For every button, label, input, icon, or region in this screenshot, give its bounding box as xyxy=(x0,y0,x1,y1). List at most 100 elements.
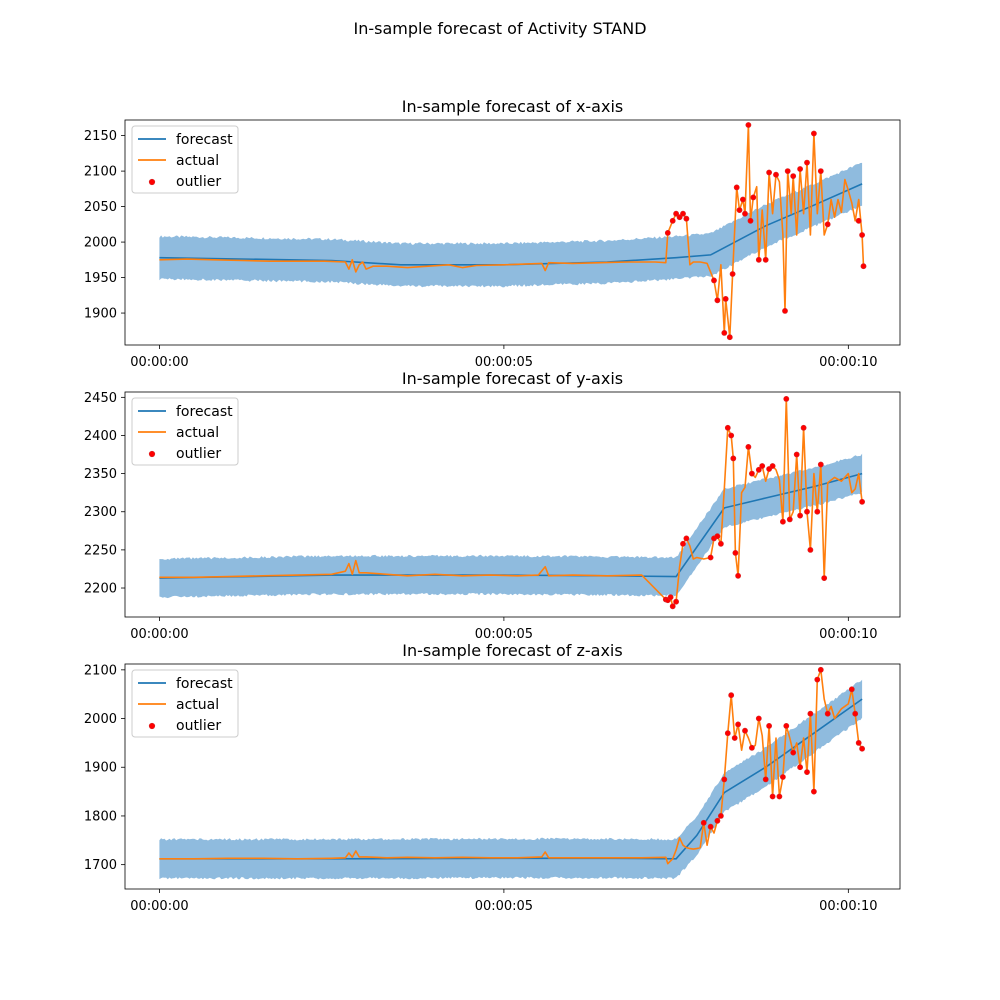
chart-3-outlier-point xyxy=(804,769,810,775)
chart-3-outlier-point xyxy=(776,793,783,800)
chart-3-outlier-point xyxy=(811,788,817,795)
chart-1-outlier-point xyxy=(714,297,721,304)
chart-2-outlier-point xyxy=(821,575,828,581)
chart-3-outlier-point xyxy=(700,819,707,826)
chart-3-outlier-point xyxy=(718,813,724,819)
chart-2-outlier-point xyxy=(680,540,686,547)
chart-2-plot-area xyxy=(159,395,865,610)
chart-1-outlier-point xyxy=(859,232,865,238)
chart-2-legend-outlier-swatch xyxy=(148,450,156,458)
chart-2-legend-label-actual: actual xyxy=(176,425,219,441)
chart-1-outlier-point xyxy=(733,184,740,191)
chart-1-outlier-point xyxy=(855,217,862,224)
chart-1-outlier-point xyxy=(669,217,676,224)
chart-1-outlier-point xyxy=(784,168,791,174)
chart-3-x-tick-label: 00:00:05 xyxy=(475,899,533,914)
chart-3-outlier-point xyxy=(721,776,728,783)
chart-1: 1900 1950 2000 2050 2100 2150 00:00:00 00:00:05… xyxy=(84,97,901,370)
chart-3-legend-outlier-swatch xyxy=(148,722,156,730)
chart-1-outlier-point xyxy=(860,263,867,270)
chart-1-y-tick-label: 2150 xyxy=(84,129,117,144)
chart-3-outlier-point xyxy=(731,735,738,741)
chart-1-outlier-point xyxy=(683,215,690,222)
chart-2-outlier-point xyxy=(728,432,735,439)
chart-1-y-tick-label: 1900 xyxy=(84,307,117,322)
chart-3-outlier-point xyxy=(817,666,824,673)
chart-3-outlier-point xyxy=(755,715,762,722)
chart-1-outlier-point xyxy=(711,277,717,284)
chart-3-y-tick-label: 1900 xyxy=(84,761,117,776)
chart-2-outlier-point xyxy=(673,598,679,605)
chart-1-outlier-point xyxy=(750,194,757,201)
chart-2-outlier-point xyxy=(749,470,755,477)
chart-3-outlier-point xyxy=(824,710,831,717)
figure-title: In-sample forecast of Activity STAND xyxy=(353,19,646,38)
chart-1-y-tick-label: 2100 xyxy=(84,165,117,180)
chart-2-title: In-sample forecast of y-axis xyxy=(402,369,623,388)
chart-1-outlier-point xyxy=(664,229,671,236)
chart-1-legend-outlier-swatch xyxy=(148,178,156,186)
chart-2-outlier-point xyxy=(780,518,786,525)
chart-2-x-tick-label: 00:00:05 xyxy=(475,627,533,642)
chart-3-legend-label-actual: actual xyxy=(176,697,219,713)
chart-1-outlier-point xyxy=(790,173,797,179)
chart-2-outlier-point xyxy=(714,533,721,540)
chart-2: 2200 2250 2300 2350 2400 2450 00:00:00 00:00:05… xyxy=(84,369,901,642)
chart-3-legend-label-forecast: forecast xyxy=(176,676,233,692)
chart-1-outlier-point xyxy=(729,271,736,277)
chart-2-y-tick-label: 2450 xyxy=(84,391,117,406)
chart-2-axes-frame xyxy=(124,391,901,618)
chart-3-outlier-point xyxy=(728,692,735,699)
chart-2-outlier-point xyxy=(759,463,766,469)
chart-3-confidence-band xyxy=(159,679,863,880)
chart-3-x-tick-label: 00:00:00 xyxy=(130,899,188,914)
chart-3-outlier-point xyxy=(762,776,769,783)
chart-1-outlier-point xyxy=(755,256,762,263)
chart-2-outlier-point xyxy=(745,443,752,450)
chart-2-legend-box xyxy=(131,397,239,466)
chart-2-outlier-point xyxy=(807,547,814,553)
chart-1-y-tick-label: 2050 xyxy=(84,200,117,215)
chart-1-outlier-point xyxy=(676,214,683,221)
chart-3-outlier-point xyxy=(766,723,772,729)
chart-3-legend-box xyxy=(131,669,239,738)
chart-1-legend-label-forecast: forecast xyxy=(176,132,233,148)
chart-1-x-tick-label: 00:00:05 xyxy=(475,355,533,370)
chart-3-outlier-point xyxy=(790,749,797,756)
chart-2-outlier-point xyxy=(724,424,731,431)
chart-3-outlier-point xyxy=(707,823,714,830)
chart-2-outlier-point xyxy=(859,498,865,505)
chart-1-outlier-point xyxy=(736,207,743,213)
chart-2-legend: forecast actual outlier xyxy=(131,397,239,466)
chart-1-outlier-point xyxy=(782,307,788,314)
chart-3-legend: forecast actual outlier xyxy=(131,669,239,738)
chart-3-title: In-sample forecast of z-axis xyxy=(402,641,622,660)
chart-2-outlier-point xyxy=(667,594,674,601)
chart-2-legend-label-forecast: forecast xyxy=(176,404,233,420)
chart-1-outlier-point xyxy=(726,334,733,341)
chart-3-outlier-point xyxy=(783,723,790,729)
chart-1-outlier-point xyxy=(673,210,679,217)
chart-3-outlier-point xyxy=(855,740,862,746)
chart-2-outlier-point xyxy=(732,550,739,556)
chart-2-outlier-point xyxy=(800,424,807,431)
chart-1-outlier-point xyxy=(773,171,779,178)
chart-1-outlier-point xyxy=(747,217,754,224)
chart-2-outlier-point xyxy=(797,512,803,519)
chart-3-y-tick-label: 1700 xyxy=(84,858,117,873)
chart-3-outlier-point xyxy=(749,744,755,751)
chart-1-forecast-line xyxy=(159,183,863,266)
chart-3-outlier-point xyxy=(742,727,748,734)
chart-2-y-tick-label: 2400 xyxy=(84,429,117,444)
chart-1-x-tick-label: 00:00:10 xyxy=(819,355,877,370)
chart-3: 1700 1800 1900 2000 2100 00:00:00 00:00:05 00:0… xyxy=(84,641,901,914)
chart-1-outlier-point xyxy=(804,159,810,166)
chart-2-y-tick-label: 2300 xyxy=(84,505,117,520)
chart-2-y-tick-label: 2350 xyxy=(84,467,117,482)
chart-1-outlier-point xyxy=(740,196,746,203)
chart-1-actual-line xyxy=(159,124,865,338)
chart-3-outlier-point xyxy=(814,676,821,683)
chart-2-x-tick-label: 00:00:10 xyxy=(819,627,877,642)
chart-3-outlier-point xyxy=(735,721,741,728)
chart-1-outlier-point xyxy=(680,210,686,217)
